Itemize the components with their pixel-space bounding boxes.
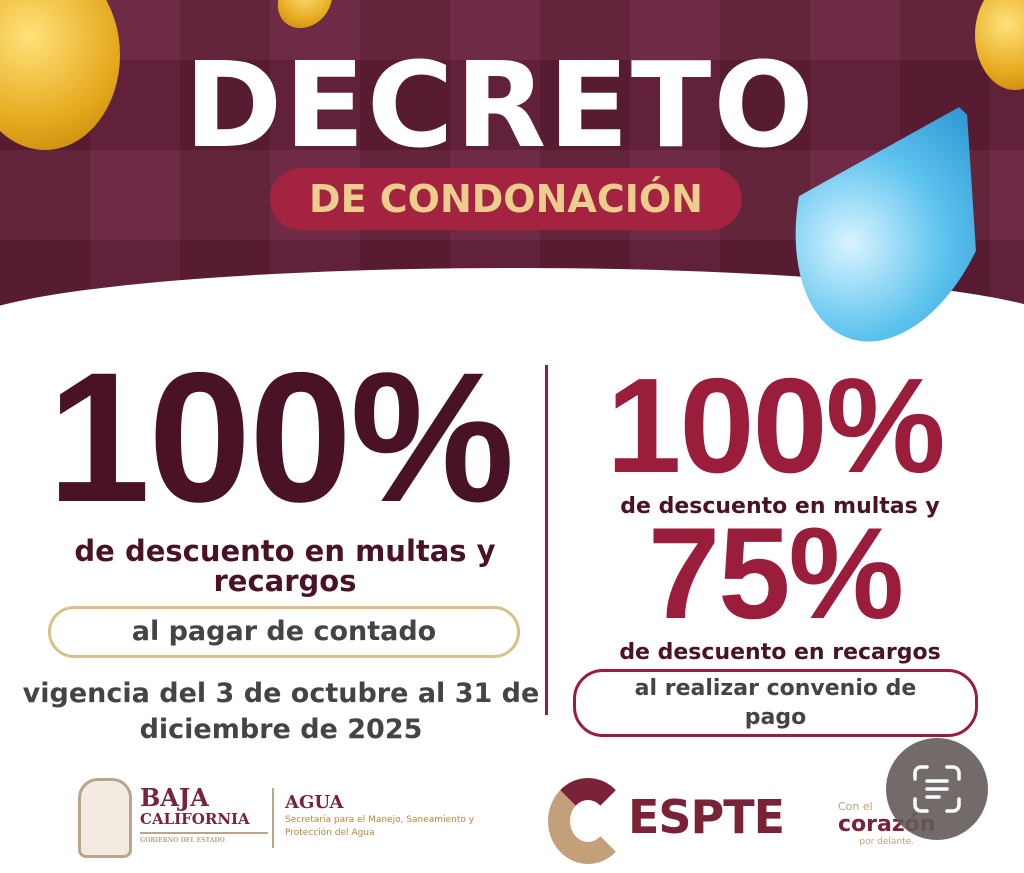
hero-banner: DECRETO DE CONDONACIÓN [0,0,1024,330]
left-condition: al pagar de contado [48,606,520,658]
baja-california-logo: BAJA CALIFORNIA GOBIERNO DEL ESTADO [140,786,268,845]
right-condition: al realizar convenio de pago [573,669,978,737]
title: DECRETO [184,36,816,174]
divider [545,365,548,715]
footer-logos: BAJA CALIFORNIA GOBIERNO DEL ESTADO AGUA… [0,770,1024,873]
live-text-scan-icon [913,765,961,813]
coin-icon [266,0,344,40]
espte-logo: ESPTE [628,790,785,844]
baja-california-seal-icon [78,778,132,858]
validity: vigencia del 3 de octubre al 31 de dicie… [22,678,540,745]
right-description-fines: de descuento en multas y [620,494,940,519]
left-description: de descuento en multas y recargos [74,534,496,598]
agua-logo: AGUA Secretaría para el Manejo, Saneamie… [285,792,475,838]
live-text-button[interactable] [886,738,988,840]
right-percent-surcharges: 75% [647,500,904,646]
right-description-surcharges: de descuento en recargos [619,640,941,665]
espte-c-icon [548,778,628,864]
logo-separator [272,788,274,848]
subtitle-pill: DE CONDONACIÓN [270,168,742,230]
left-percent: 100% [47,335,514,541]
right-percent-fines: 100% [606,350,945,501]
